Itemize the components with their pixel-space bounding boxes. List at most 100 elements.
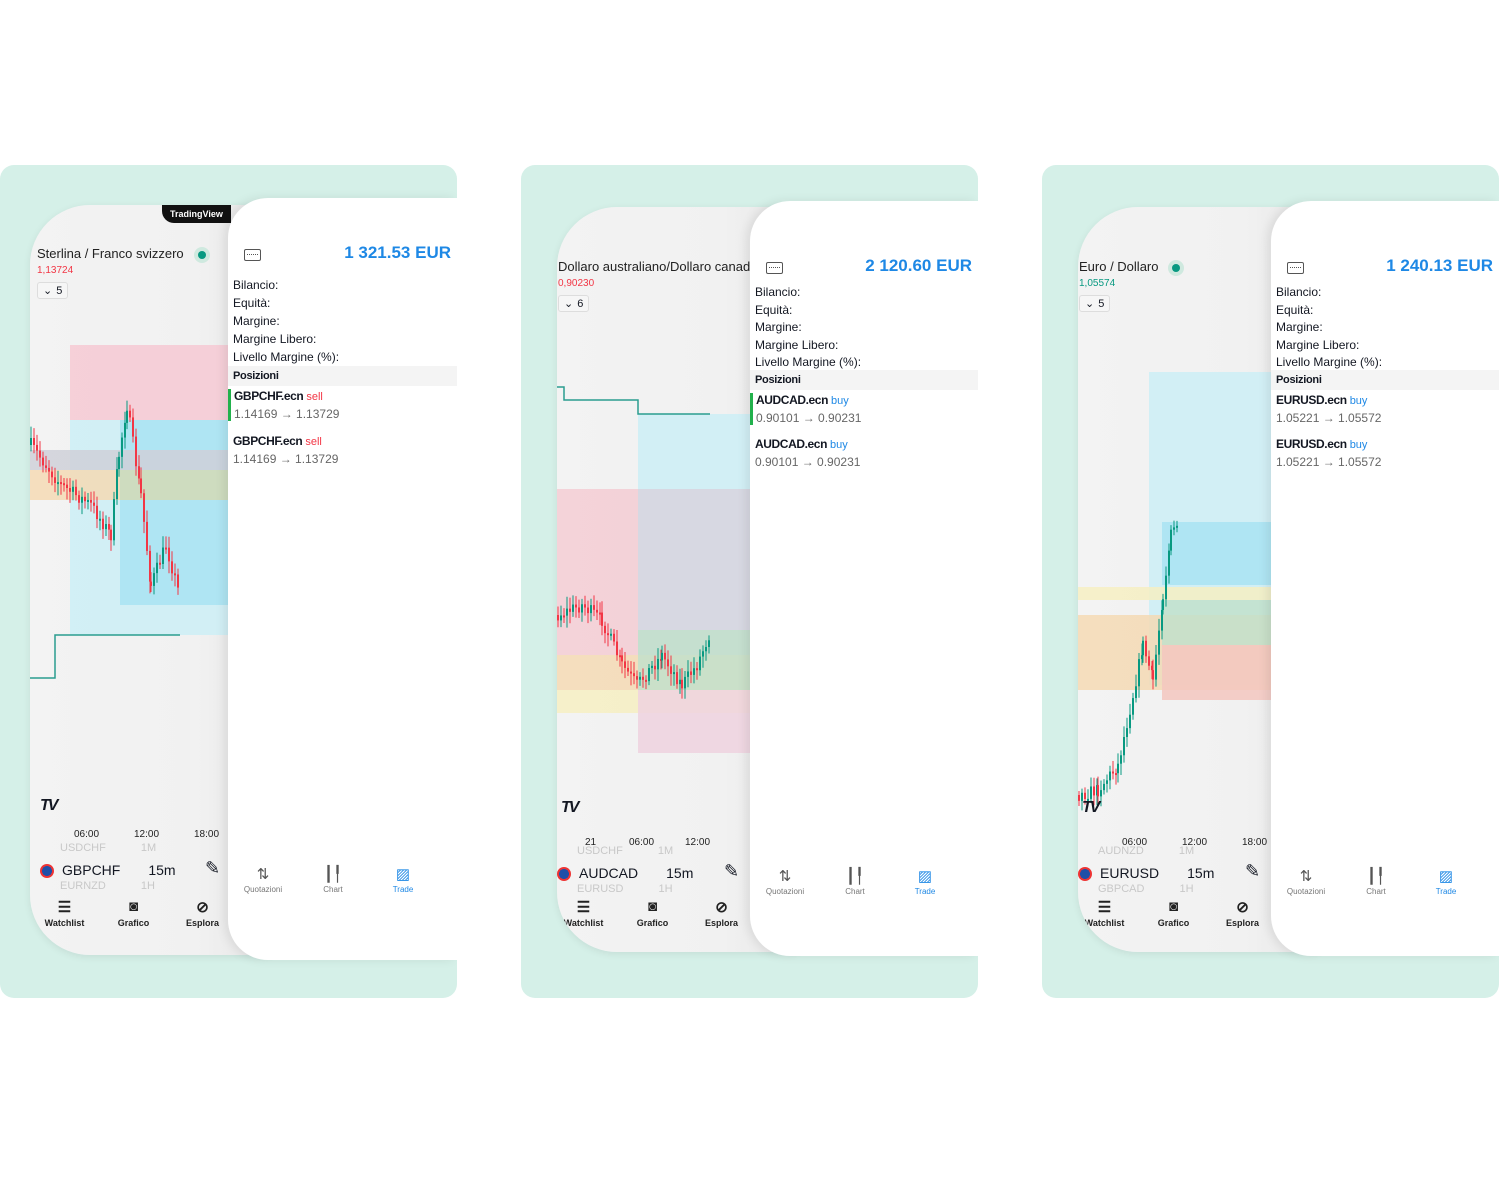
candle-body <box>33 438 35 445</box>
tradingview-logo-text: TradingView <box>170 209 223 219</box>
candle-body <box>1126 728 1128 738</box>
candle-body <box>121 437 123 457</box>
candle-body <box>146 521 148 551</box>
indicators-toggle[interactable]: ⌄ 6 <box>558 295 590 312</box>
drawing-tool-icon[interactable]: ✎ <box>724 861 740 881</box>
candle-body <box>587 607 589 614</box>
chart-screen: Euro / Dollaro 1,05574 ⌄ 5 TV 06:00 12:00 18:00… <box>1078 207 1318 952</box>
candle-body <box>75 486 77 496</box>
current-symbol-row[interactable]: GBPCHF 15m <box>40 862 176 879</box>
candle-body <box>563 615 565 618</box>
last-price: 1,05574 <box>1079 278 1116 289</box>
panel-card-eurusd: Euro / Dollaro 1,05574 ⌄ 5 TV 06:00 12:00 18:00… <box>1042 165 1499 998</box>
candle-body <box>39 450 41 458</box>
price-chart[interactable] <box>30 205 270 955</box>
account-balance-amount: 1 321.53 EUR <box>344 243 451 262</box>
candle-body <box>1161 609 1163 631</box>
nav-watchlist[interactable]: ☰ Watchlist <box>557 898 618 928</box>
nav-grafico[interactable]: ◙ Grafico <box>99 898 168 928</box>
symbol-name: Euro / Dollaro <box>1079 259 1159 274</box>
tab-quotazioni[interactable]: ⇅ Quotazioni <box>228 865 298 894</box>
account-card-icon[interactable] <box>766 262 783 274</box>
chart-icon: ◙ <box>128 898 139 915</box>
position-row[interactable]: EURUSD.ecn buy 1.05221 → 1.05572 <box>1271 437 1499 469</box>
watchlist-prev-symbol[interactable]: AUDNZD 1M <box>1098 845 1194 857</box>
candle-body <box>1173 527 1175 530</box>
nav-esplora[interactable]: ⊘ Esplora <box>687 898 756 928</box>
position-price-range: 1.14169 → 1.13729 <box>234 407 340 421</box>
candle-body <box>684 676 686 689</box>
tab-chart[interactable]: ┃╿ Chart <box>1341 867 1411 896</box>
indicators-toggle[interactable]: ⌄ 5 <box>1079 295 1111 312</box>
watchlist-next-symbol[interactable]: GBPCAD 1H <box>1098 883 1194 895</box>
nav-label: Grafico <box>117 918 150 928</box>
candle-body <box>604 625 606 634</box>
tab-label: Chart <box>323 885 343 894</box>
tab-quotazioni[interactable]: ⇅ Quotazioni <box>750 867 820 896</box>
tab-chart[interactable]: ┃╿ Chart <box>298 865 368 894</box>
candle-body <box>66 484 68 488</box>
indicator-count: 5 <box>1098 298 1105 310</box>
candle-body <box>705 647 707 652</box>
candle-body <box>1090 786 1092 799</box>
nav-esplora[interactable]: ⊘ Esplora <box>1208 898 1277 928</box>
account-card-icon[interactable] <box>1287 262 1304 274</box>
tab-chart[interactable]: ┃╿ Chart <box>820 867 890 896</box>
tradingview-logo-icon: TV <box>561 799 580 816</box>
nav-grafico[interactable]: ◙ Grafico <box>618 898 687 928</box>
position-title: GBPCHF.ecn sell <box>234 389 457 403</box>
position-title: GBPCHF.ecn sell <box>233 434 457 448</box>
tab-label: Trade <box>392 885 414 894</box>
candle-body <box>1142 640 1144 656</box>
tab-trade[interactable]: ▨ Trade <box>1411 867 1481 896</box>
watchlist-next-symbol[interactable]: EURUSD 1H <box>577 883 673 895</box>
trade-screen: 1 240.13 EUR Bilancio: Equità: Margine: Marg… <box>1271 201 1499 956</box>
candle-body <box>150 581 152 586</box>
account-field-label: Equità: <box>755 302 793 317</box>
watchlist-prev-symbol[interactable]: USDCHF 1M <box>60 842 156 854</box>
nav-grafico[interactable]: ◙ Grafico <box>1139 898 1208 928</box>
tab-trade[interactable]: ▨ Trade <box>368 865 438 894</box>
position-row[interactable]: EURUSD.ecn buy 1.05221 → 1.05572 <box>1271 393 1499 425</box>
drawing-tool-icon[interactable]: ✎ <box>205 858 221 878</box>
tab-trade[interactable]: ▨ Trade <box>890 867 960 896</box>
account-card-icon[interactable] <box>244 249 261 261</box>
tradingview-badge: TradingView <box>162 205 231 223</box>
candle-body <box>105 524 107 530</box>
watchlist-next-symbol[interactable]: EURNZD 1H <box>60 880 155 892</box>
candle-body <box>1129 714 1131 729</box>
position-row[interactable]: GBPCHF.ecn sell 1.14169 → 1.13729 <box>228 434 457 466</box>
candle-body <box>1109 771 1111 781</box>
nav-watchlist[interactable]: ☰ Watchlist <box>30 898 99 928</box>
currency-flag-icon <box>557 867 571 882</box>
tab-label: Quotazioni <box>1286 887 1326 896</box>
candle-body <box>1103 783 1105 791</box>
price-chart[interactable] <box>1078 207 1318 952</box>
panel-card-audcad: Dollaro australiano/Dollaro canad 0,90230… <box>521 165 978 998</box>
next-symbol: GBPCAD <box>1098 883 1145 895</box>
chart-bottom-nav: ☰ Watchlist ◙ Grafico ⊘ Esplora <box>30 898 237 928</box>
price-chart[interactable] <box>557 207 797 952</box>
position-symbol: GBPCHF.ecn <box>233 434 303 448</box>
compass-icon: ⊘ <box>715 899 728 916</box>
position-zone <box>30 450 228 470</box>
nav-watchlist[interactable]: ☰ Watchlist <box>1078 898 1139 928</box>
position-price-range: 1.05221 → 1.05572 <box>1276 455 1382 469</box>
current-symbol-row[interactable]: EURUSD 15m <box>1078 865 1214 882</box>
tab-quotazioni[interactable]: ⇅ Quotazioni <box>1271 867 1341 896</box>
position-price-range: 1.05221 → 1.05572 <box>1276 411 1382 425</box>
current-symbol: EURUSD <box>1100 865 1160 881</box>
nav-esplora[interactable]: ⊘ Esplora <box>168 898 237 928</box>
candle-body <box>708 640 710 648</box>
position-row[interactable]: AUDCAD.ecn buy 0.90101 → 0.90231 <box>750 393 978 425</box>
watchlist-prev-symbol[interactable]: USDCHF 1M <box>577 845 673 857</box>
position-row[interactable]: GBPCHF.ecn sell 1.14169 → 1.13729 <box>228 389 457 421</box>
drawing-tool-icon[interactable]: ✎ <box>1245 861 1261 881</box>
quotes-icon: ⇅ <box>1299 868 1313 885</box>
position-title: EURUSD.ecn buy <box>1276 393 1499 407</box>
position-zone <box>638 690 750 753</box>
indicators-toggle[interactable]: ⌄ 5 <box>37 282 69 299</box>
position-row[interactable]: AUDCAD.ecn buy 0.90101 → 0.90231 <box>750 437 978 469</box>
current-symbol-row[interactable]: AUDCAD 15m <box>557 865 693 882</box>
watchlist-icon: ☰ <box>57 899 72 916</box>
